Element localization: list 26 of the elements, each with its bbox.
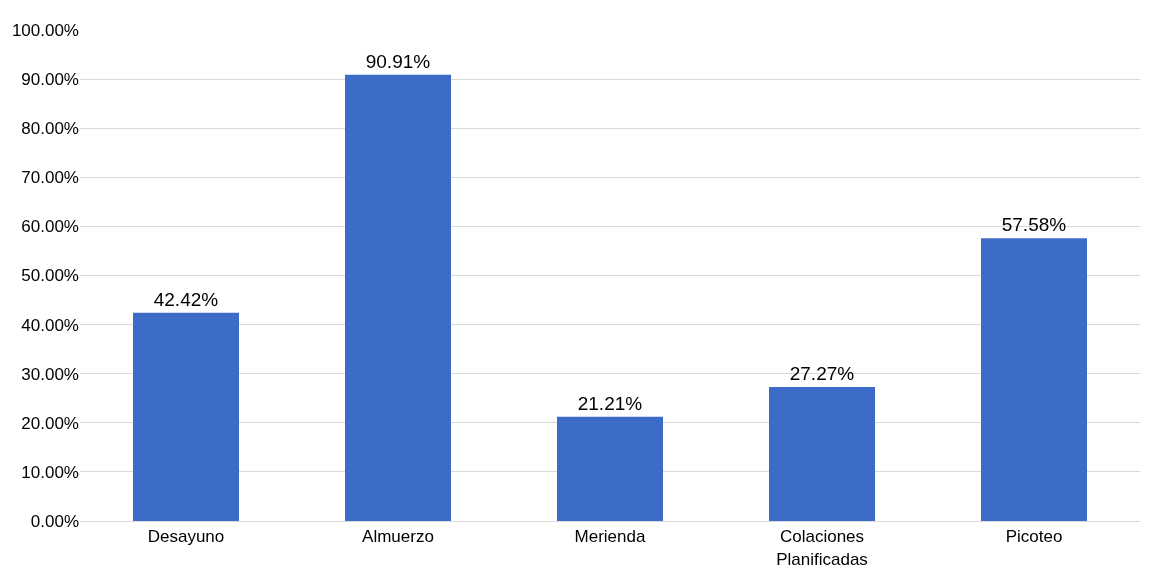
y-tick-label: 100.00% [11,20,79,40]
bar [133,312,239,521]
bar [557,416,663,521]
data-label: 90.91% [365,50,431,72]
x-tick-label: Merienda [574,527,646,547]
y-tick-label: 90.00% [21,70,79,90]
y-tick-label: 10.00% [21,462,79,482]
y-tick-label: 80.00% [21,119,79,139]
y-tick-label: 50.00% [21,266,79,286]
y-tick-label: 0.00% [30,511,79,531]
bar [345,74,451,521]
y-tick-label: 40.00% [21,315,79,335]
x-tick-label: Almuerzo [362,527,434,547]
y-tick-label: 60.00% [21,217,79,237]
y-tick-label: 70.00% [21,168,79,188]
x-tick-label: Colaciones Planificadas [776,527,868,569]
data-label: 42.42% [153,288,219,310]
data-label: 21.21% [577,392,643,414]
bar [981,238,1087,521]
data-label: 57.58% [1001,214,1067,236]
x-tick-label: Desayuno [147,527,225,547]
y-tick-label: 30.00% [21,364,79,384]
x-tick-label: Picoteo [1005,527,1063,547]
bar [769,387,875,521]
data-label: 27.27% [789,363,855,385]
y-tick-label: 20.00% [21,413,79,433]
